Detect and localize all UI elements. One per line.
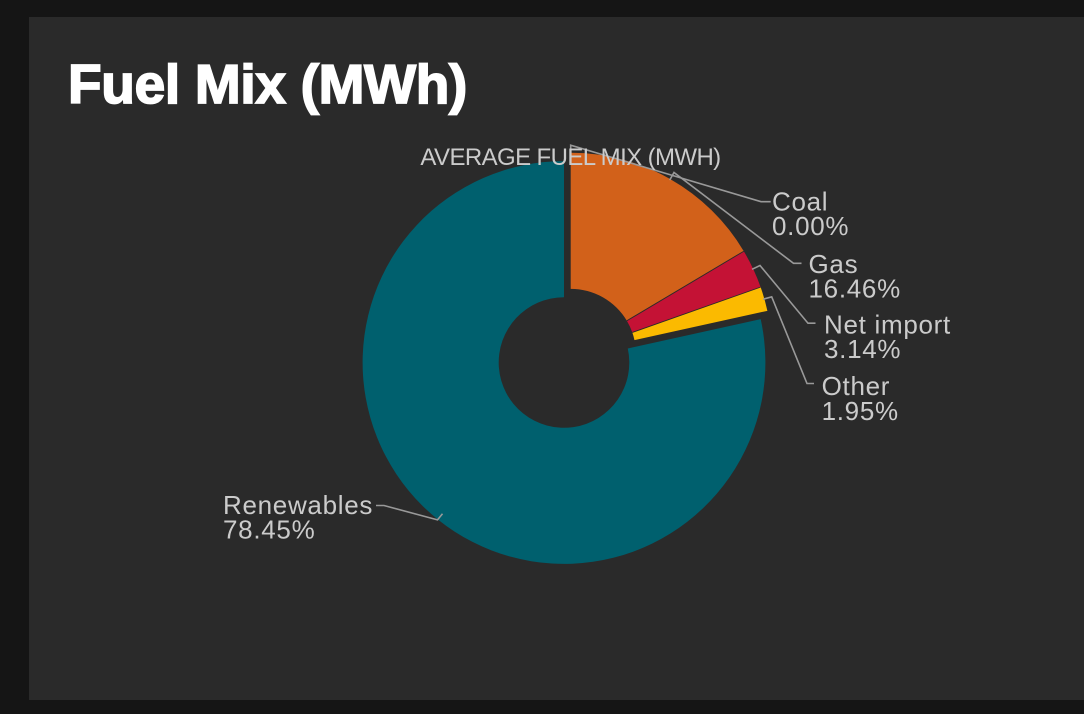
- svg-text:16.46%: 16.46%: [809, 274, 901, 304]
- svg-text:Other: Other: [822, 371, 891, 401]
- svg-text:0.00%: 0.00%: [772, 211, 849, 241]
- svg-text:1.95%: 1.95%: [822, 396, 899, 426]
- svg-text:Renewables: Renewables: [223, 490, 373, 520]
- svg-text:AVERAGE FUEL MIX (MWH): AVERAGE FUEL MIX (MWH): [420, 144, 720, 171]
- svg-text:78.45%: 78.45%: [223, 515, 315, 545]
- svg-text:3.14%: 3.14%: [824, 334, 901, 364]
- svg-text:Gas: Gas: [809, 249, 859, 279]
- svg-text:Net import: Net import: [824, 309, 951, 339]
- svg-text:Coal: Coal: [772, 187, 828, 217]
